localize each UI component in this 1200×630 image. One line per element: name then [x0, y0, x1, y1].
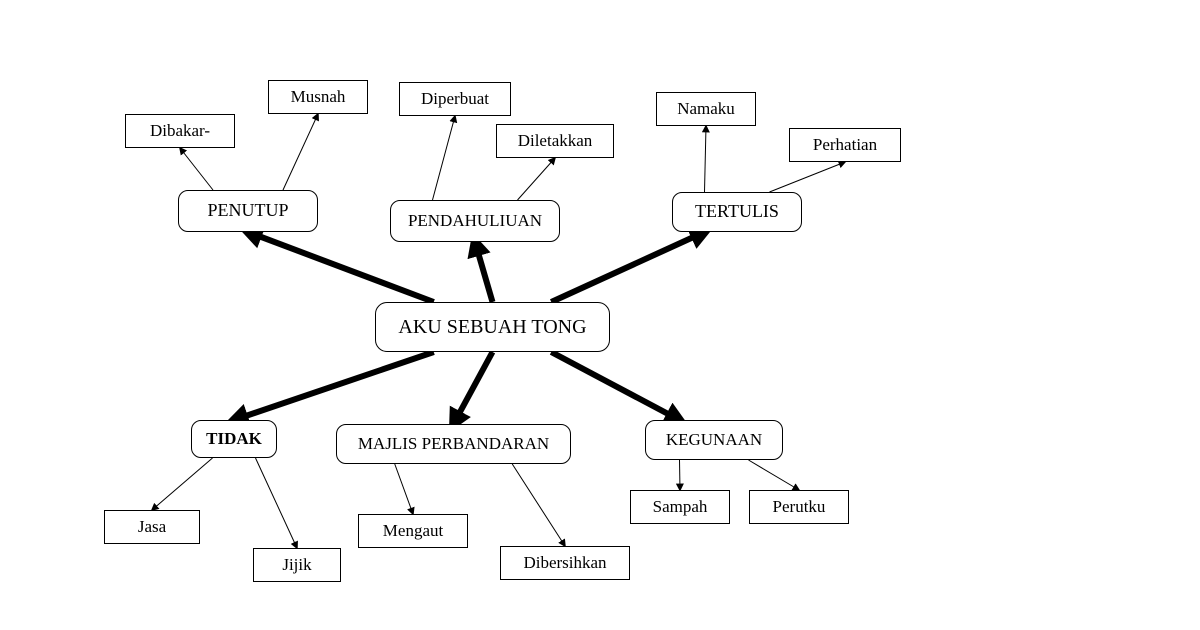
edge-tertulis-namaku	[705, 126, 707, 192]
node-sampah: Sampah	[630, 490, 730, 524]
node-perhatian: Perhatian	[789, 128, 901, 162]
node-tertulis: TERTULIS	[672, 192, 802, 232]
node-namaku: Namaku	[656, 92, 756, 126]
node-kegunaan: KEGUNAAN	[645, 420, 783, 460]
edge-pendahuluan-diperbuat	[433, 116, 456, 200]
edge-center-kegunaan	[551, 352, 679, 420]
node-dibersihkan: Dibersihkan	[500, 546, 630, 580]
node-tidak: TIDAK	[191, 420, 277, 458]
edge-majlis-mengaut	[395, 464, 413, 514]
node-jijik: Jijik	[253, 548, 341, 582]
edge-kegunaan-perutku	[749, 460, 800, 490]
edge-tidak-jijik	[256, 458, 298, 548]
edge-center-majlis	[454, 352, 493, 424]
edge-center-tidak	[234, 352, 434, 420]
edge-majlis-dibersihkan	[512, 464, 565, 546]
node-perutku: Perutku	[749, 490, 849, 524]
node-musnah: Musnah	[268, 80, 368, 114]
node-mengaut: Mengaut	[358, 514, 468, 548]
edge-center-tertulis	[551, 232, 704, 302]
node-pendahuluan: PENDAHULIUAN	[390, 200, 560, 242]
edge-tidak-jasa	[152, 458, 213, 510]
node-diperbuat: Diperbuat	[399, 82, 511, 116]
edge-center-pendahuluan	[475, 242, 493, 302]
edge-penutup-dibakar	[180, 148, 213, 190]
node-center: AKU SEBUAH TONG	[375, 302, 610, 352]
node-majlis: MAJLIS PERBANDARAN	[336, 424, 571, 464]
edge-penutup-musnah	[283, 114, 318, 190]
mindmap-stage: AKU SEBUAH TONG PENUTUP PENDAHULIUAN TERTUL…	[0, 0, 1200, 630]
edge-kegunaan-sampah	[680, 460, 681, 490]
node-penutup: PENUTUP	[178, 190, 318, 232]
node-diletakkan: Diletakkan	[496, 124, 614, 158]
edge-tertulis-perhatian	[770, 162, 846, 192]
node-jasa: Jasa	[104, 510, 200, 544]
node-dibakar: Dibakar-	[125, 114, 235, 148]
edge-pendahuluan-diletakkan	[518, 158, 556, 200]
edge-center-penutup	[248, 232, 434, 302]
